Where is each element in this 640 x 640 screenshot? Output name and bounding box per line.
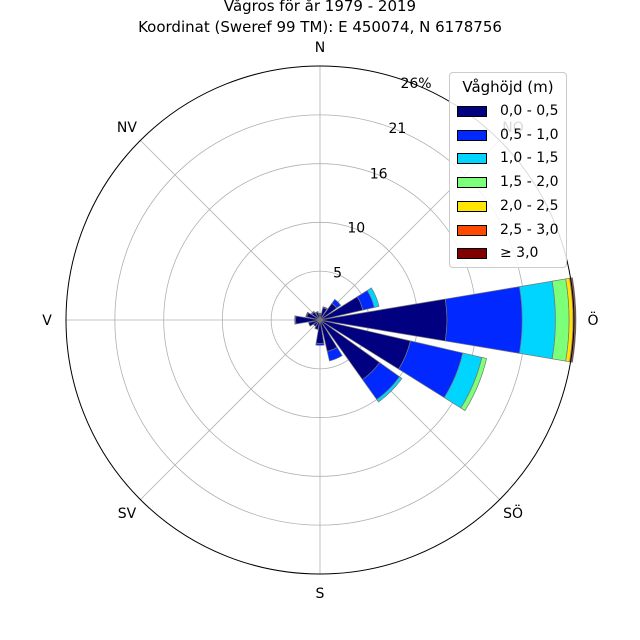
bar-segment-225-0 <box>313 319 321 327</box>
direction-label: Ö <box>587 311 598 329</box>
legend-swatch <box>457 106 487 117</box>
legend-swatch <box>457 200 487 212</box>
grid-spoke <box>140 140 321 321</box>
radial-tick-label: 5 <box>333 266 342 282</box>
legend-title: Våghöjd (m) <box>462 78 554 96</box>
bar-segment-315-1 <box>310 310 315 315</box>
bar-segment-157.5-1 <box>326 346 343 362</box>
direction-label: V <box>42 313 52 329</box>
bar-segment-337.5-1 <box>314 311 319 314</box>
legend: Våghöjd (m) 0,0 - 0,5 0,5 - 1,0 1,0 - 1,5 1… <box>449 72 567 268</box>
direction-label: N <box>315 40 325 56</box>
legend-label: 2,0 - 2,5 <box>500 197 559 214</box>
chart-subtitle: Koordinat (Sweref 99 TM): E 450074, N 61… <box>138 18 502 36</box>
bar-segment-90-2 <box>519 280 556 360</box>
legend-label: 1,5 - 2,0 <box>500 174 559 191</box>
bar-segment-45-1 <box>331 298 342 309</box>
bar-segment-90-1 <box>444 286 523 354</box>
bar-segment-90-6 <box>571 277 577 363</box>
legend-label: 2,5 - 3,0 <box>500 221 559 238</box>
legend-label: 0,0 - 0,5 <box>500 103 559 119</box>
legend-swatch <box>457 248 487 260</box>
bar-segment-67.5-2 <box>366 287 380 308</box>
bar-segment-247.5-0 <box>308 319 321 327</box>
bar-segment-0-1 <box>318 312 322 315</box>
direction-label: NV <box>117 120 137 136</box>
bar-segment-135-2 <box>376 376 403 403</box>
direction-label: SÖ <box>503 504 523 522</box>
bar-segment-22.5-1 <box>322 306 328 310</box>
direction-label: SV <box>118 506 137 522</box>
grid-spoke <box>140 319 321 500</box>
legend-label: ≥ 3,0 <box>500 245 539 262</box>
polar-frame <box>65 65 575 575</box>
legend-swatch <box>457 224 487 236</box>
radial-tick-label: 16 <box>370 166 388 182</box>
radial-tick-label: 21 <box>388 121 406 137</box>
bar-segment-112.5-3 <box>460 356 487 412</box>
radial-tick-label: 10 <box>347 221 365 237</box>
legend-label: 1,0 - 1,5 <box>500 150 559 167</box>
radial-tick-label: 26% <box>400 76 431 92</box>
legend-swatch <box>457 177 487 189</box>
bar-segment-180-1 <box>315 342 325 346</box>
bar-segment-270-1 <box>294 315 297 325</box>
legend-swatch <box>457 129 487 141</box>
legend-label: 0,5 - 1,0 <box>500 126 559 143</box>
legend-swatch <box>457 153 487 165</box>
bar-segment-292.5-1 <box>305 311 309 318</box>
direction-label: S <box>316 586 325 602</box>
chart-title: Vågros för år 1979 - 2019 <box>223 0 417 15</box>
